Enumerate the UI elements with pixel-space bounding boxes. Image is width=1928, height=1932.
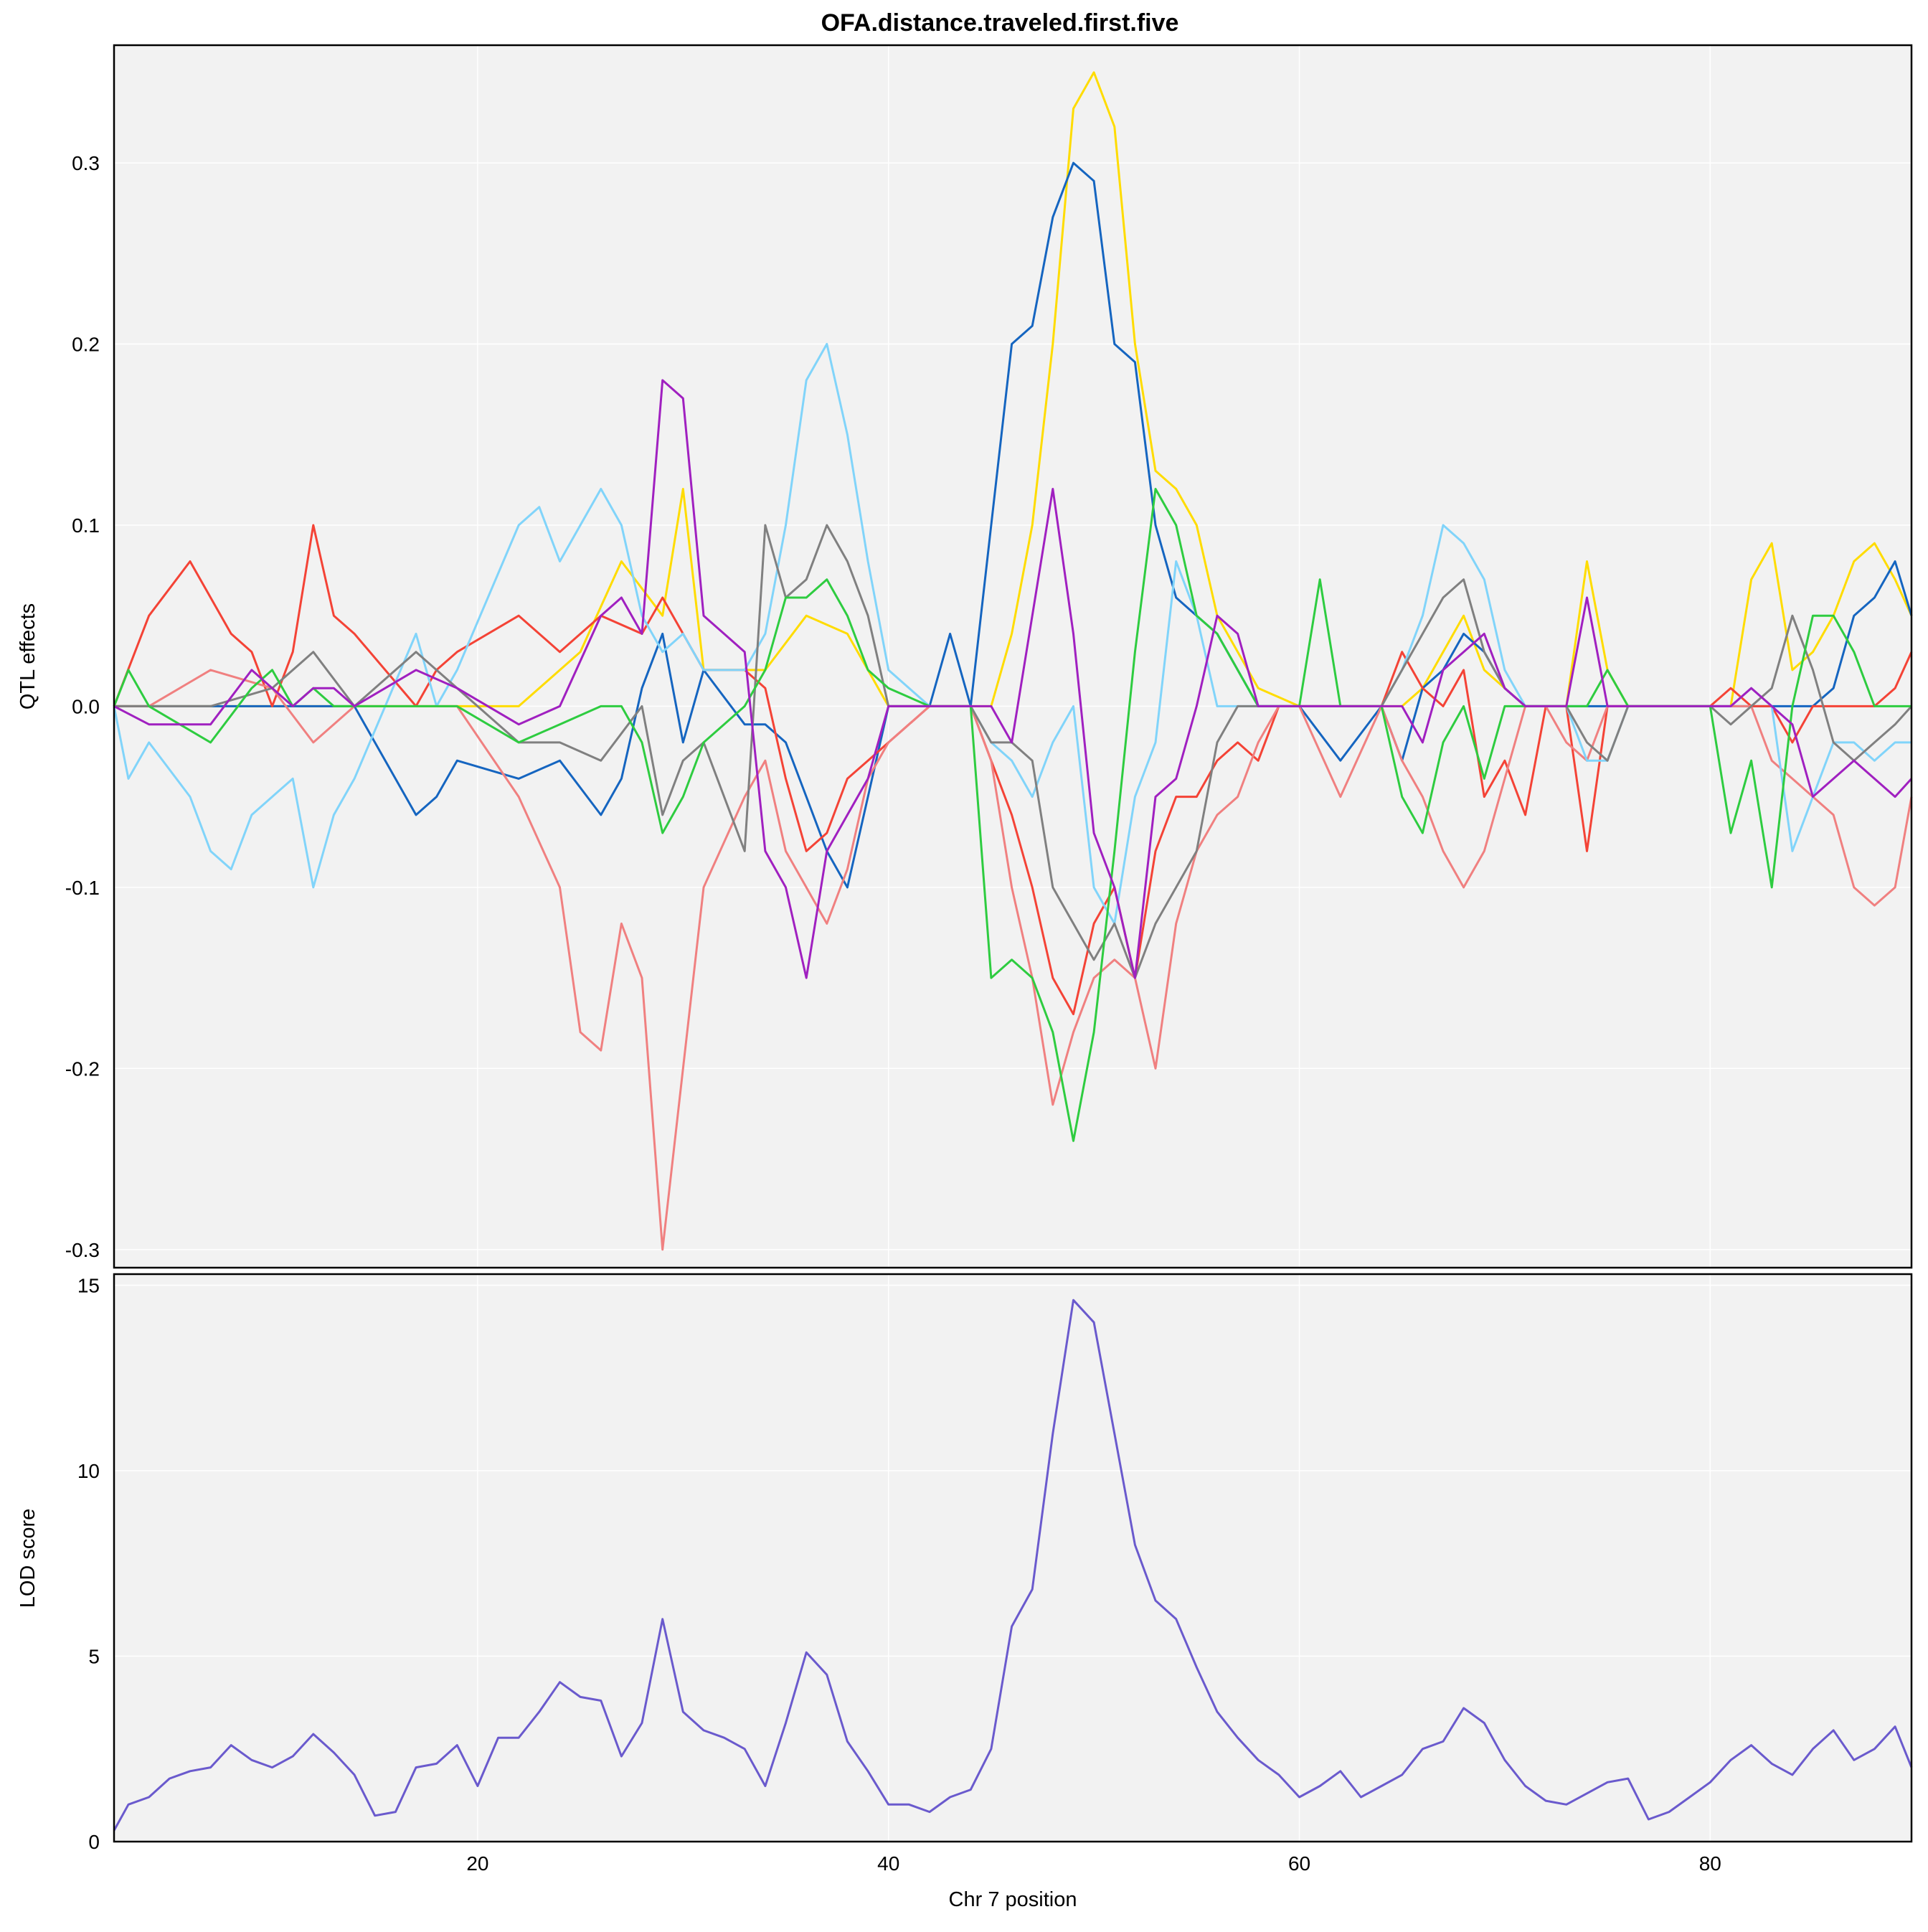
x-axis-label: Chr 7 position [949, 1888, 1077, 1911]
lod-series-line-0 [113, 1299, 1913, 1832]
lod-y-tick-label: 10 [77, 1460, 100, 1482]
effects-panel-bg [114, 45, 1912, 1268]
effects-y-tick-label: 0.0 [72, 695, 100, 717]
effects-panel-border [113, 44, 1913, 1269]
lod-y-axis-label: LOD score [16, 1509, 39, 1608]
effects-grid [114, 45, 1912, 1268]
lod-y-tick-labels: 0 5 10 15 [77, 1275, 100, 1853]
lod-y-tick-label: 15 [77, 1275, 100, 1297]
lod-panel-bg [114, 1274, 1912, 1842]
effects-y-tick-label: 0.3 [72, 152, 100, 174]
effects-y-tick-label: 0.1 [72, 514, 100, 537]
effects-y-tick-label: -0.1 [65, 877, 100, 899]
effects-y-tick-label: -0.3 [65, 1239, 100, 1261]
effects-y-axis-label: QTL effects [16, 603, 39, 710]
chart-title: OFA.distance.traveled.first.five [821, 9, 1179, 37]
effects-y-tick-label: -0.2 [65, 1057, 100, 1080]
lod-series [113, 1299, 1913, 1832]
lod-y-tick-label: 5 [88, 1646, 100, 1668]
lod-x-tick-labels: 20 40 60 80 [466, 1852, 1721, 1875]
effects-series [113, 71, 1913, 1251]
x-tick-label: 40 [877, 1852, 899, 1875]
x-tick-label: 20 [466, 1852, 488, 1875]
x-tick-label: 60 [1288, 1852, 1310, 1875]
effects-series-line-7 [113, 379, 1913, 979]
lod-y-tick-label: 0 [88, 1831, 100, 1853]
effects-y-tick-label: 0.2 [72, 334, 100, 356]
x-tick-label: 80 [1699, 1852, 1721, 1875]
effects-y-tick-labels: -0.3 -0.2 -0.1 0.0 0.1 0.2 0.3 [65, 152, 100, 1261]
lod-panel-border [113, 1273, 1913, 1843]
